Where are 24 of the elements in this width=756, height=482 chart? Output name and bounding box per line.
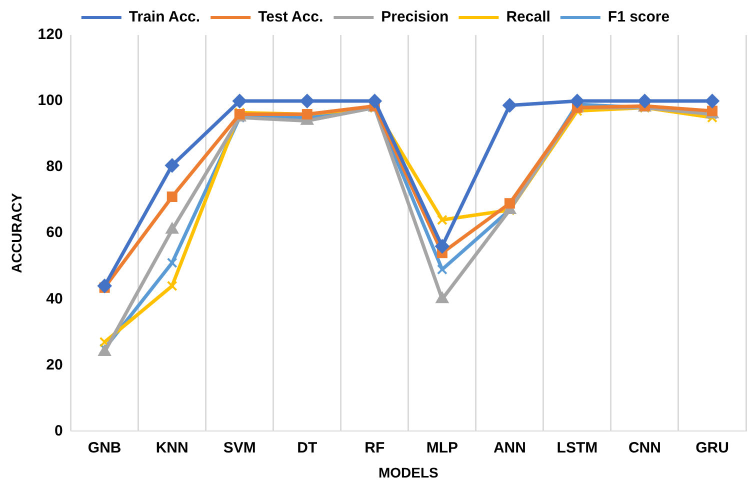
x-tick-label: SVM [223, 439, 256, 456]
y-tick-label: 60 [46, 224, 63, 242]
y-tick-label: 100 [38, 92, 63, 110]
x-axis-title: MODELS [378, 464, 438, 480]
x-tick-label: MLP [426, 439, 458, 456]
y-axis-title: ACCURACY [8, 192, 24, 274]
legend-label: Recall [506, 8, 550, 26]
legend-label: Train Acc. [128, 8, 200, 26]
y-tick-label: 120 [38, 26, 63, 44]
y-tick-label: 80 [46, 158, 63, 176]
y-tick-label: 0 [54, 422, 63, 440]
x-tick-label: RF [364, 439, 385, 456]
x-tick-label: DT [297, 439, 318, 456]
y-tick-label: 40 [46, 290, 63, 308]
x-tick-label: CNN [628, 439, 661, 456]
x-tick-label: GNB [88, 439, 122, 456]
x-tick-label: ANN [493, 439, 526, 456]
x-tick-label: KNN [156, 439, 188, 456]
legend-label: F1 score [608, 8, 670, 26]
y-tick-label: 20 [46, 356, 63, 374]
legend-label: Precision [381, 8, 449, 26]
x-tick-label: GRU [696, 439, 729, 456]
legend-label: Test Acc. [258, 8, 324, 26]
x-tick-label: LSTM [556, 439, 598, 456]
